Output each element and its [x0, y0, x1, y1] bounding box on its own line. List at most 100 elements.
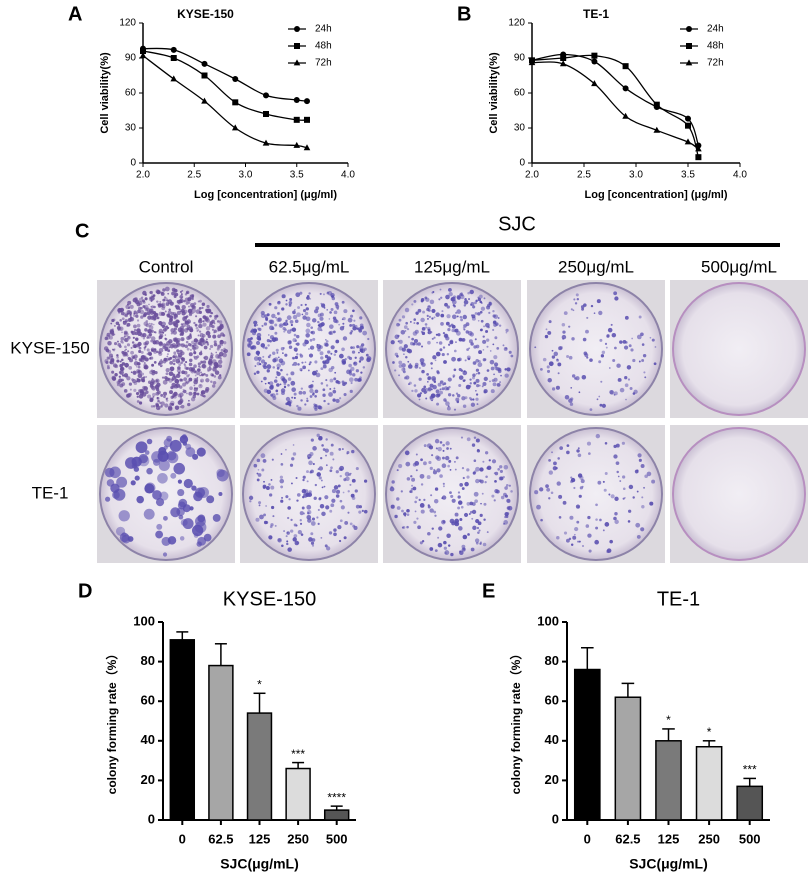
colony	[351, 350, 356, 354]
colony	[644, 474, 648, 479]
colony	[293, 396, 296, 400]
colony	[201, 342, 205, 346]
colony	[473, 436, 477, 439]
colony	[462, 476, 465, 480]
colony	[213, 342, 218, 347]
colony	[473, 361, 477, 365]
colony	[199, 299, 202, 303]
colony	[131, 331, 136, 336]
colony	[188, 399, 190, 402]
bar	[695, 745, 723, 821]
colony	[182, 382, 187, 387]
colony	[173, 293, 176, 296]
colony	[429, 508, 434, 513]
colony	[293, 347, 298, 352]
colony	[194, 487, 206, 498]
colony	[590, 304, 594, 308]
colony	[312, 446, 317, 451]
colony	[158, 351, 163, 356]
colony	[293, 534, 298, 538]
colony	[111, 328, 114, 331]
bar	[736, 785, 764, 821]
colony	[130, 480, 136, 486]
colony	[419, 541, 423, 545]
colony	[548, 470, 553, 475]
colony	[316, 516, 319, 519]
colony	[341, 300, 345, 304]
colony	[260, 310, 265, 316]
plate	[383, 425, 521, 563]
colony	[261, 468, 265, 472]
colony	[191, 308, 197, 314]
colony	[285, 396, 291, 402]
colony	[302, 309, 307, 313]
colony	[162, 288, 166, 292]
colony	[600, 354, 605, 358]
colony	[125, 348, 127, 351]
colony	[179, 435, 189, 444]
colony	[440, 322, 444, 326]
colony	[181, 289, 184, 292]
x-tick-label: 3.5	[681, 170, 695, 181]
colony	[260, 380, 263, 383]
colony	[189, 343, 193, 347]
colony	[200, 380, 203, 383]
colony	[587, 515, 591, 520]
colony	[459, 550, 464, 556]
colony	[222, 352, 227, 358]
colony	[559, 346, 563, 350]
colony	[121, 534, 131, 544]
colony	[409, 321, 412, 323]
x-axis-label: Log [concentration] (μg/ml)	[585, 189, 728, 201]
colony	[598, 360, 602, 364]
colony	[257, 473, 262, 477]
y-tick-label: 30	[125, 123, 137, 134]
colony	[110, 322, 113, 325]
colony	[396, 469, 399, 472]
colony	[338, 539, 342, 543]
x-tick-label: 3.5	[290, 170, 304, 181]
colony	[479, 467, 484, 472]
colony	[273, 379, 278, 383]
colony	[403, 344, 408, 349]
colony	[291, 356, 295, 360]
colony	[197, 329, 200, 331]
colony	[616, 470, 619, 474]
colony	[430, 388, 433, 391]
colony	[427, 328, 431, 332]
colony	[179, 398, 184, 403]
colony	[124, 362, 129, 368]
colony	[450, 552, 454, 557]
colony	[169, 360, 174, 365]
colony	[269, 339, 272, 343]
colony	[350, 381, 353, 385]
colony	[489, 380, 491, 383]
colony	[589, 358, 593, 362]
colony	[169, 390, 174, 395]
colony	[168, 371, 174, 377]
colony	[277, 538, 281, 542]
colony	[158, 303, 162, 307]
colony	[484, 451, 489, 455]
colony	[475, 466, 480, 472]
colony	[116, 359, 120, 363]
colony	[291, 327, 297, 332]
panel-label: D	[78, 580, 92, 602]
colony	[277, 300, 281, 304]
colony	[136, 319, 140, 322]
plate	[670, 425, 808, 563]
colony	[435, 455, 440, 460]
colony	[416, 393, 422, 398]
colony	[417, 525, 421, 530]
colony	[260, 359, 266, 364]
colony	[152, 404, 156, 408]
x-tick-label: 62.5	[615, 831, 640, 846]
colony	[551, 355, 556, 359]
colony	[212, 381, 217, 385]
colony	[216, 344, 221, 349]
colony	[274, 323, 278, 327]
colony	[248, 340, 253, 345]
colony	[123, 320, 125, 323]
colony	[438, 341, 443, 345]
